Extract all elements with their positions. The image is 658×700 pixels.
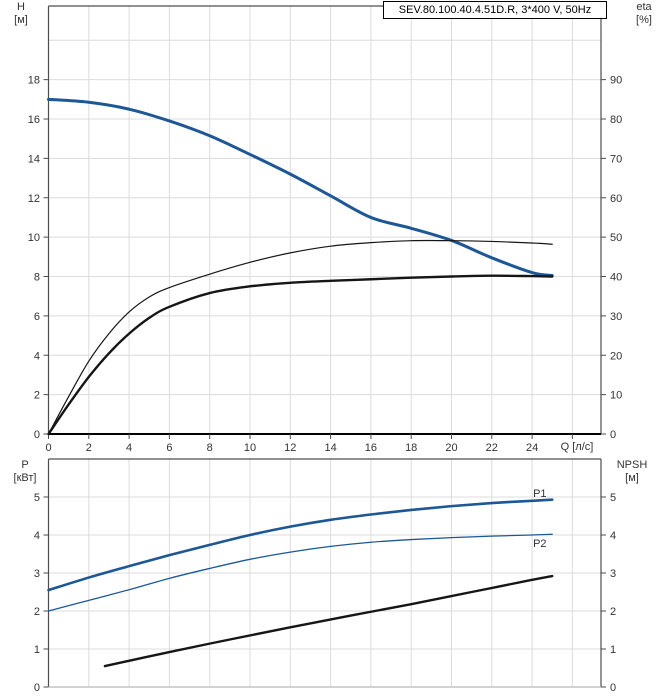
pump-type-title-box: SEV.80.100.40.4.51D.R, 3*400 V, 50Hz <box>383 1 607 19</box>
eta-axis-title: eta [%] <box>636 1 652 26</box>
svg-text:2: 2 <box>34 606 40 618</box>
svg-text:70: 70 <box>610 153 622 165</box>
svg-text:0: 0 <box>45 442 51 454</box>
svg-text:0: 0 <box>34 682 40 694</box>
svg-text:90: 90 <box>610 75 622 87</box>
svg-text:20: 20 <box>445 442 457 454</box>
svg-text:0: 0 <box>610 682 616 694</box>
svg-text:1: 1 <box>34 644 40 656</box>
svg-text:18: 18 <box>405 442 417 454</box>
svg-text:5: 5 <box>34 492 40 504</box>
svg-text:50: 50 <box>610 232 622 244</box>
curve-eta2 <box>47 274 554 436</box>
curve-P2 <box>47 533 553 612</box>
svg-text:4: 4 <box>610 530 616 542</box>
svg-text:80: 80 <box>610 114 622 126</box>
chart-power-npsh: 0 1 2 3 4 5 0 1 2 3 4 5 P1 P2 <box>34 458 616 694</box>
svg-text:0: 0 <box>34 429 40 441</box>
gridlines <box>48 459 601 687</box>
svg-text:30: 30 <box>610 311 622 323</box>
svg-text:12: 12 <box>28 193 40 205</box>
curve-label-P2: P2 <box>533 538 546 550</box>
svg-text:60: 60 <box>610 193 622 205</box>
svg-text:4: 4 <box>126 442 132 454</box>
svg-text:14: 14 <box>28 153 40 165</box>
curve-eta1 <box>47 239 553 435</box>
curve-label-P1: P1 <box>533 488 546 500</box>
svg-text:6: 6 <box>166 442 172 454</box>
svg-text:8: 8 <box>207 442 213 454</box>
flow-axis-title: Q [л/с] <box>560 441 594 453</box>
svg-text:4: 4 <box>34 350 40 362</box>
svg-text:18: 18 <box>28 75 40 87</box>
curve-P1 <box>47 498 554 592</box>
tick-marks <box>43 496 606 688</box>
curve-NPSH <box>103 574 554 668</box>
pump-type-title: SEV.80.100.40.4.51D.R, 3*400 V, 50Hz <box>398 4 592 16</box>
power-axis-title: P [кВт] <box>13 459 37 484</box>
gridlines <box>48 6 601 434</box>
svg-text:12: 12 <box>284 442 296 454</box>
svg-text:2: 2 <box>34 390 40 402</box>
svg-text:5: 5 <box>610 492 616 504</box>
npsh-axis-title: NPSH [м] <box>616 459 648 484</box>
plot-frame <box>47 5 602 435</box>
svg-text:20: 20 <box>610 350 622 362</box>
tick-labels: 0 1 2 3 4 5 0 1 2 3 4 5 <box>34 492 616 694</box>
svg-text:10: 10 <box>244 442 256 454</box>
svg-text:6: 6 <box>34 311 40 323</box>
svg-text:0: 0 <box>610 429 616 441</box>
svg-text:16: 16 <box>28 114 40 126</box>
head-axis-title: H [м] <box>14 1 28 26</box>
svg-text:14: 14 <box>324 442 336 454</box>
tick-marks <box>43 79 606 439</box>
svg-text:22: 22 <box>486 442 498 454</box>
svg-text:24: 24 <box>526 442 538 454</box>
svg-text:2: 2 <box>86 442 92 454</box>
svg-text:16: 16 <box>365 442 377 454</box>
svg-text:10: 10 <box>610 390 622 402</box>
svg-text:8: 8 <box>34 272 40 284</box>
svg-text:40: 40 <box>610 272 622 284</box>
svg-text:4: 4 <box>34 530 40 542</box>
svg-text:2: 2 <box>610 606 616 618</box>
svg-text:3: 3 <box>34 568 40 580</box>
svg-text:3: 3 <box>610 568 616 580</box>
svg-text:1: 1 <box>610 644 616 656</box>
curve-H <box>47 97 554 278</box>
svg-text:10: 10 <box>28 232 40 244</box>
